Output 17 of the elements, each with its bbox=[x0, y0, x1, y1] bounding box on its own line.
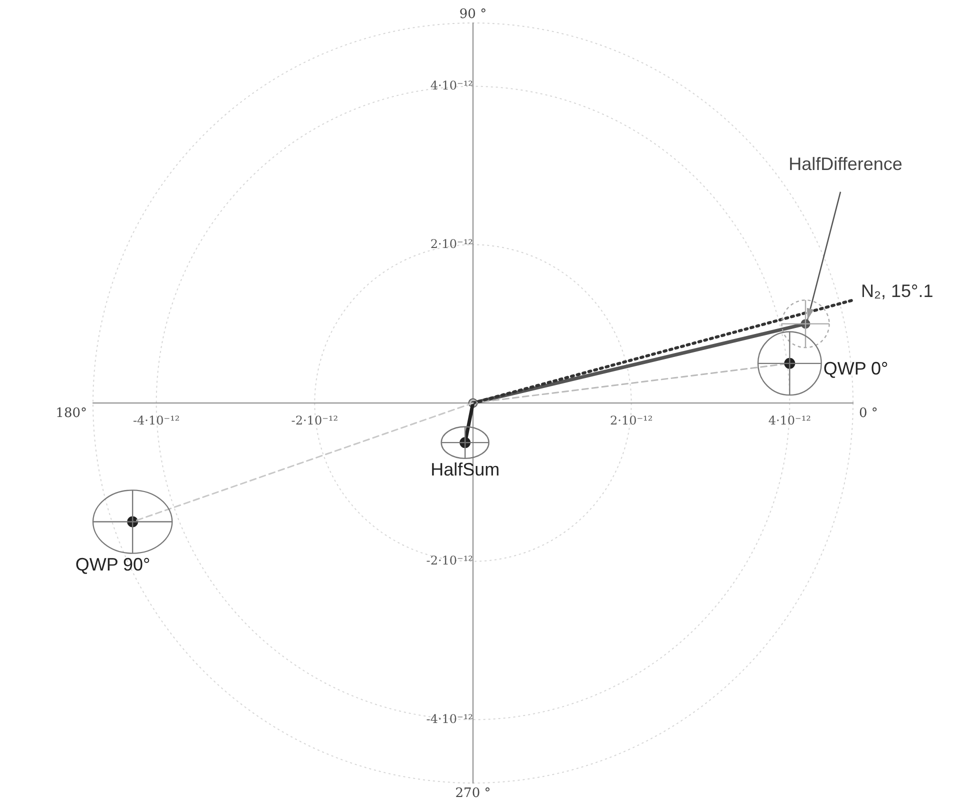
annotation: 0 ° bbox=[859, 406, 878, 421]
series-label: QWP 90° bbox=[75, 554, 150, 574]
annotation: 270 ° bbox=[455, 786, 491, 801]
annotation: 90 ° bbox=[459, 6, 487, 22]
x-tick-label: 4·10⁻¹² bbox=[768, 413, 812, 428]
y-tick-label: 2·10⁻¹² bbox=[430, 236, 474, 251]
x-tick-label: -2·10⁻¹² bbox=[291, 413, 338, 428]
y-tick-label: -2·10⁻¹² bbox=[426, 553, 474, 568]
annotation: HalfDifference bbox=[788, 154, 902, 174]
y-tick-label: -4·10⁻¹² bbox=[426, 712, 474, 726]
y-tick-label: 4·10⁻¹² bbox=[430, 78, 474, 92]
series-label: N₂, 15°.1 bbox=[861, 281, 934, 302]
x-tick-label: -4·10⁻¹² bbox=[132, 413, 180, 428]
x-tick-label: 2·10⁻¹² bbox=[610, 413, 653, 428]
annotation: 180° bbox=[56, 406, 87, 421]
series-label: QWP 0° bbox=[823, 358, 888, 378]
series-label: HalfSum bbox=[430, 459, 500, 480]
